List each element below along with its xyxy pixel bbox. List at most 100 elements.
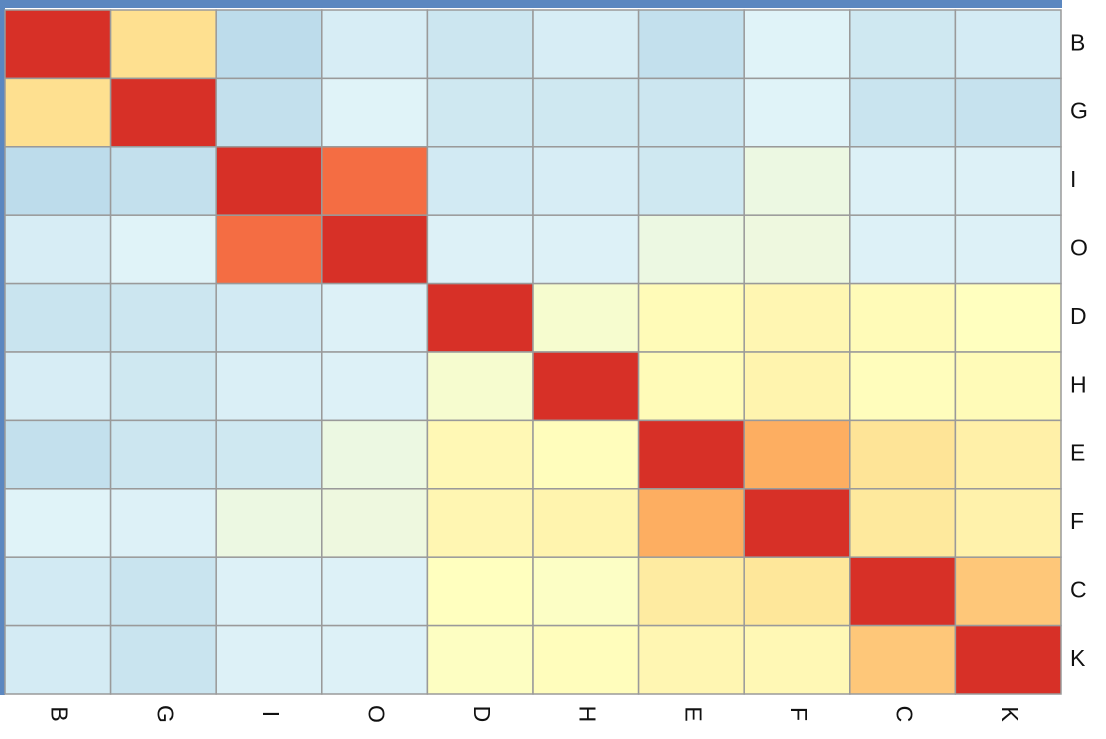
heatmap-cell (321, 214, 429, 285)
heatmap-cell (215, 282, 323, 353)
heatmap-cell (426, 556, 534, 627)
heatmap-cell (215, 146, 323, 216)
heatmap-cell (849, 146, 957, 216)
heatmap-cell (215, 77, 323, 148)
heatmap-cell (321, 351, 429, 422)
heatmap-cell (743, 214, 851, 285)
heatmap-cell (426, 214, 534, 285)
heatmap-cell (4, 77, 112, 148)
heatmap-cell (532, 488, 640, 558)
heatmap-cell (321, 488, 429, 558)
heatmap-cell (637, 488, 745, 558)
heatmap-cell (954, 351, 1062, 422)
heatmap-cell (637, 282, 745, 353)
heatmap-cell (954, 556, 1062, 627)
y-tick-label: C (1070, 576, 1087, 602)
x-tick-label: I (258, 711, 284, 717)
heatmap-cell (954, 282, 1062, 353)
heatmap-cell (637, 351, 745, 422)
heatmap-cell (109, 9, 217, 80)
heatmap-cell (109, 488, 217, 558)
heatmap-cell (743, 282, 851, 353)
heatmap-cell (321, 77, 429, 148)
heatmap-cell (849, 419, 957, 490)
heatmap-cell (426, 624, 534, 695)
dendrogram-strip (0, 0, 5, 695)
heatmap-cell (743, 419, 851, 490)
heatmap-cell (532, 282, 640, 353)
heatmap-cell (426, 77, 534, 148)
heatmap-cell (743, 146, 851, 216)
heatmap-cell (426, 282, 534, 353)
heatmap-cell (109, 419, 217, 490)
heatmap-cell (743, 351, 851, 422)
heatmap-cell (743, 9, 851, 80)
heatmap-cell (109, 214, 217, 285)
heatmap-cell (637, 419, 745, 490)
heatmap-cell (954, 9, 1062, 80)
heatmap-cell (637, 9, 745, 80)
y-tick-label: E (1070, 440, 1085, 466)
heatmap-cell (849, 282, 957, 353)
heatmap-cell (954, 146, 1062, 216)
heatmap-cell (532, 419, 640, 490)
heatmap-cell (4, 214, 112, 285)
x-tick-label: F (786, 707, 812, 721)
heatmap-cell (637, 146, 745, 216)
heatmap-cell (532, 214, 640, 285)
heatmap-cell (532, 556, 640, 627)
heatmap-cell (4, 556, 112, 627)
heatmap-cell (4, 488, 112, 558)
heatmap-cell (426, 419, 534, 490)
y-tick-label: D (1070, 303, 1087, 329)
y-tick-label: I (1070, 166, 1076, 192)
heatmap-cell (849, 214, 957, 285)
heatmap-cell (849, 624, 957, 695)
y-tick-label: K (1070, 645, 1086, 671)
y-tick-label: B (1070, 29, 1085, 55)
heatmap-cell (215, 214, 323, 285)
y-tick-label: H (1070, 371, 1087, 397)
heatmap-cell (109, 146, 217, 216)
y-tick-label: F (1070, 508, 1084, 534)
x-tick-label: H (575, 706, 601, 723)
x-tick-label: B (47, 706, 73, 721)
heatmap-cell (215, 488, 323, 558)
heatmap-cell (954, 488, 1062, 558)
heatmap-cell (849, 351, 957, 422)
heatmap-cell (215, 556, 323, 627)
heatmap-cell (743, 556, 851, 627)
heatmap-cell (532, 624, 640, 695)
heatmap-cell (849, 77, 957, 148)
heatmap-cell (637, 214, 745, 285)
heatmap-cell (109, 77, 217, 148)
x-tick-label: D (469, 706, 495, 723)
heatmap-cell (849, 488, 957, 558)
heatmap-cell (954, 77, 1062, 148)
heatmap-cell (4, 282, 112, 353)
heatmap-cell (321, 624, 429, 695)
heatmap-cell (532, 9, 640, 80)
heatmap-cell (321, 282, 429, 353)
heatmap-cell (4, 624, 112, 695)
heatmap-cell (637, 556, 745, 627)
heatmap-cell (109, 351, 217, 422)
heatmap-cell (637, 77, 745, 148)
y-tick-label: G (1070, 98, 1088, 124)
heatmap-cell (109, 624, 217, 695)
heatmap-cell (321, 9, 429, 80)
heatmap-cell (426, 9, 534, 80)
heatmap-cell (4, 351, 112, 422)
heatmap-cell (321, 146, 429, 216)
x-tick-label: E (680, 706, 706, 721)
heatmap-cell (532, 351, 640, 422)
heatmap-cell (849, 9, 957, 80)
heatmap-cell (743, 488, 851, 558)
heatmap-cell (743, 77, 851, 148)
x-tick-label: G (152, 705, 178, 723)
heatmap-cell (954, 214, 1062, 285)
x-tick-label: O (364, 705, 390, 723)
heatmap-cell (4, 9, 112, 80)
dendrogram-strip (0, 0, 1062, 8)
